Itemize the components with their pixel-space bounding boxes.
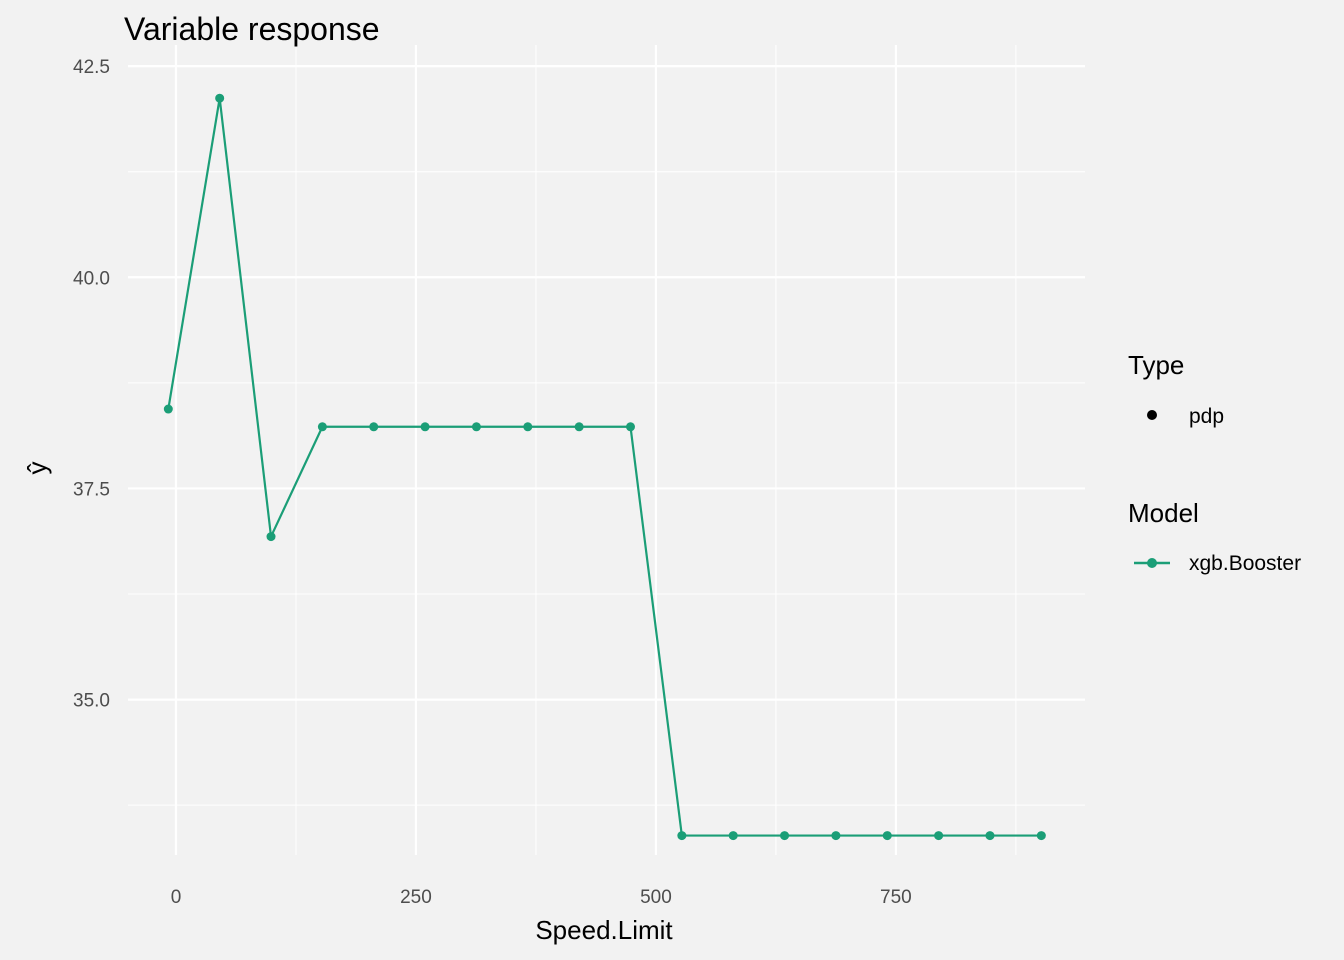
- data-point: [523, 422, 533, 432]
- chart-title: Variable response: [124, 11, 380, 47]
- legend-label-pdp: pdp: [1189, 405, 1224, 428]
- legend: Type pdp Model xgb.Booster: [1128, 350, 1301, 575]
- data-point: [163, 404, 173, 414]
- x-tick-label: 750: [880, 887, 912, 908]
- y-tick-label: 40.0: [73, 268, 110, 289]
- legend-label-xgb-booster: xgb.Booster: [1189, 552, 1301, 575]
- data-point: [215, 93, 225, 103]
- legend-key-pdp: [1147, 410, 1157, 420]
- data-point: [574, 422, 584, 432]
- legend-title-type: Type: [1128, 350, 1184, 380]
- x-tick-label: 500: [640, 887, 672, 908]
- data-point: [728, 831, 738, 841]
- legend-key-point: [1147, 558, 1157, 568]
- y-tick-label: 35.0: [73, 691, 110, 712]
- y-axis-title: ŷ: [22, 462, 52, 475]
- grid: [128, 45, 1085, 855]
- data-point: [1036, 831, 1046, 841]
- y-tick-label: 37.5: [73, 479, 110, 500]
- data-point: [934, 831, 944, 841]
- x-tick-label: 0: [171, 887, 182, 908]
- tick-labels: 0 250 500 750 35.0 37.5 40.0 42.5: [73, 57, 912, 908]
- data-point: [780, 831, 790, 841]
- data-point: [985, 831, 995, 841]
- data-point: [625, 422, 635, 432]
- data-point: [369, 422, 379, 432]
- series-line-xgb-booster: [167, 98, 1042, 837]
- data-point: [266, 532, 276, 542]
- series-layer: [163, 93, 1046, 841]
- data-point: [831, 831, 841, 841]
- x-tick-label: 250: [400, 887, 432, 908]
- data-point: [317, 422, 327, 432]
- data-point: [420, 422, 430, 432]
- data-point: [677, 831, 687, 841]
- data-point: [882, 831, 892, 841]
- legend-title-model: Model: [1128, 498, 1199, 528]
- y-tick-label: 42.5: [73, 57, 110, 78]
- data-point: [471, 422, 481, 432]
- x-axis-title: Speed.Limit: [535, 915, 673, 945]
